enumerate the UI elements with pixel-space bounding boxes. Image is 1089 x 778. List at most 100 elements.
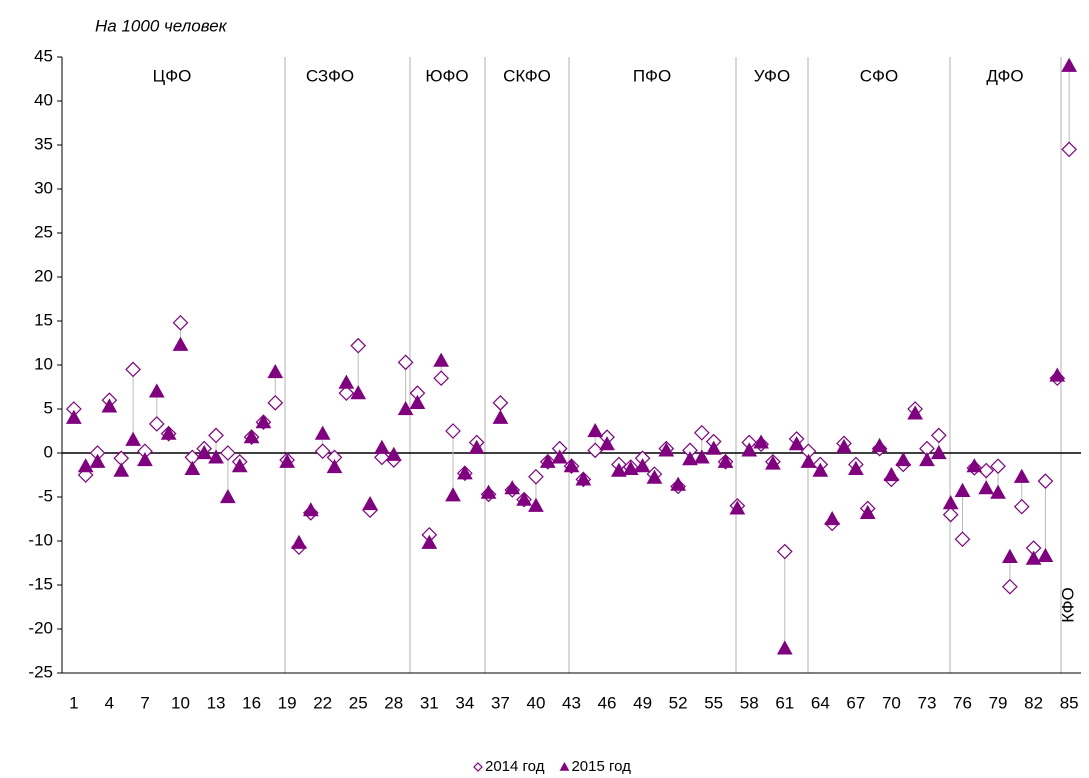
point [587, 442, 604, 459]
x-tick-label: 79 [989, 693, 1008, 712]
point [741, 442, 758, 457]
point [208, 449, 224, 464]
y-tick-label: 10 [34, 354, 53, 373]
x-tick-label: 25 [349, 693, 368, 712]
point [895, 452, 912, 467]
point [468, 439, 485, 454]
x-tick-label: 64 [811, 693, 830, 712]
point [409, 394, 426, 409]
y-tick-label: 40 [34, 90, 53, 109]
point [729, 500, 746, 515]
point [445, 423, 461, 439]
legend-marker [559, 761, 570, 771]
point [1002, 548, 1018, 563]
point [1061, 57, 1078, 72]
point [670, 476, 686, 491]
point [954, 482, 971, 497]
point [374, 449, 390, 466]
point [338, 374, 355, 389]
point [800, 453, 817, 468]
x-tick-label: 40 [526, 693, 545, 712]
point [528, 497, 544, 512]
point [516, 491, 532, 506]
x-tick-label: 76 [953, 693, 972, 712]
point [646, 469, 663, 484]
x-tick-label: 28 [384, 693, 403, 712]
y-tick-label: 35 [34, 134, 53, 153]
x-tick-label: 67 [846, 693, 865, 712]
point [89, 453, 106, 468]
y-tick-label: -10 [28, 530, 53, 549]
point [279, 453, 295, 468]
y-tick-label: -20 [28, 618, 53, 637]
point [634, 458, 651, 473]
point [658, 442, 675, 457]
x-tick-label: 43 [562, 693, 581, 712]
point [314, 443, 331, 460]
point [990, 484, 1006, 499]
point [528, 468, 544, 485]
point [326, 459, 343, 474]
point [137, 452, 153, 467]
point [77, 458, 94, 473]
point [445, 487, 461, 502]
point [1025, 550, 1042, 565]
point [220, 488, 236, 504]
y-tick-label: -5 [38, 486, 53, 505]
point [148, 416, 165, 432]
point [433, 352, 450, 367]
point [125, 431, 141, 446]
point [231, 458, 248, 473]
point [267, 394, 284, 411]
point [184, 460, 201, 475]
y-tick-label: 0 [44, 442, 53, 461]
point [338, 385, 355, 402]
x-tick-label: 16 [242, 693, 261, 712]
point [812, 462, 829, 477]
point [314, 425, 331, 440]
point [705, 440, 722, 455]
x-tick-label: 13 [207, 693, 226, 712]
point [966, 458, 983, 473]
point [978, 480, 995, 495]
x-tick-label: 22 [313, 693, 332, 712]
x-tick-label: 7 [140, 693, 149, 712]
district-label: СКФО [503, 66, 551, 85]
point [255, 414, 272, 429]
point [563, 458, 580, 473]
point [942, 506, 959, 523]
point [302, 502, 319, 517]
point [883, 466, 900, 482]
point [1037, 547, 1054, 563]
point [539, 453, 556, 468]
point [919, 452, 935, 467]
x-tick-label: 85 [1060, 693, 1079, 712]
point [622, 460, 639, 475]
x-tick-label: 49 [633, 693, 652, 712]
point [753, 434, 769, 449]
point [291, 534, 307, 549]
point [220, 445, 236, 461]
point [1013, 498, 1030, 515]
point [1061, 141, 1077, 158]
x-tick-label: 37 [491, 693, 510, 712]
point [907, 405, 923, 420]
point [765, 455, 781, 470]
point [101, 398, 118, 413]
x-tick-label: 19 [278, 693, 297, 712]
x-tick-label: 1 [69, 693, 78, 712]
point [397, 400, 414, 416]
point [824, 510, 841, 526]
point [125, 361, 141, 378]
chart-subtitle: На 1000 человек [95, 16, 228, 35]
point [848, 460, 864, 475]
x-tick-label: 61 [775, 693, 794, 712]
y-tick-label: 25 [34, 222, 53, 241]
y-tick-label: 20 [34, 266, 53, 285]
point [457, 465, 473, 480]
x-tick-label: 82 [1024, 693, 1043, 712]
point [113, 462, 130, 477]
district-label: ДФО [986, 66, 1023, 85]
point [599, 436, 615, 451]
